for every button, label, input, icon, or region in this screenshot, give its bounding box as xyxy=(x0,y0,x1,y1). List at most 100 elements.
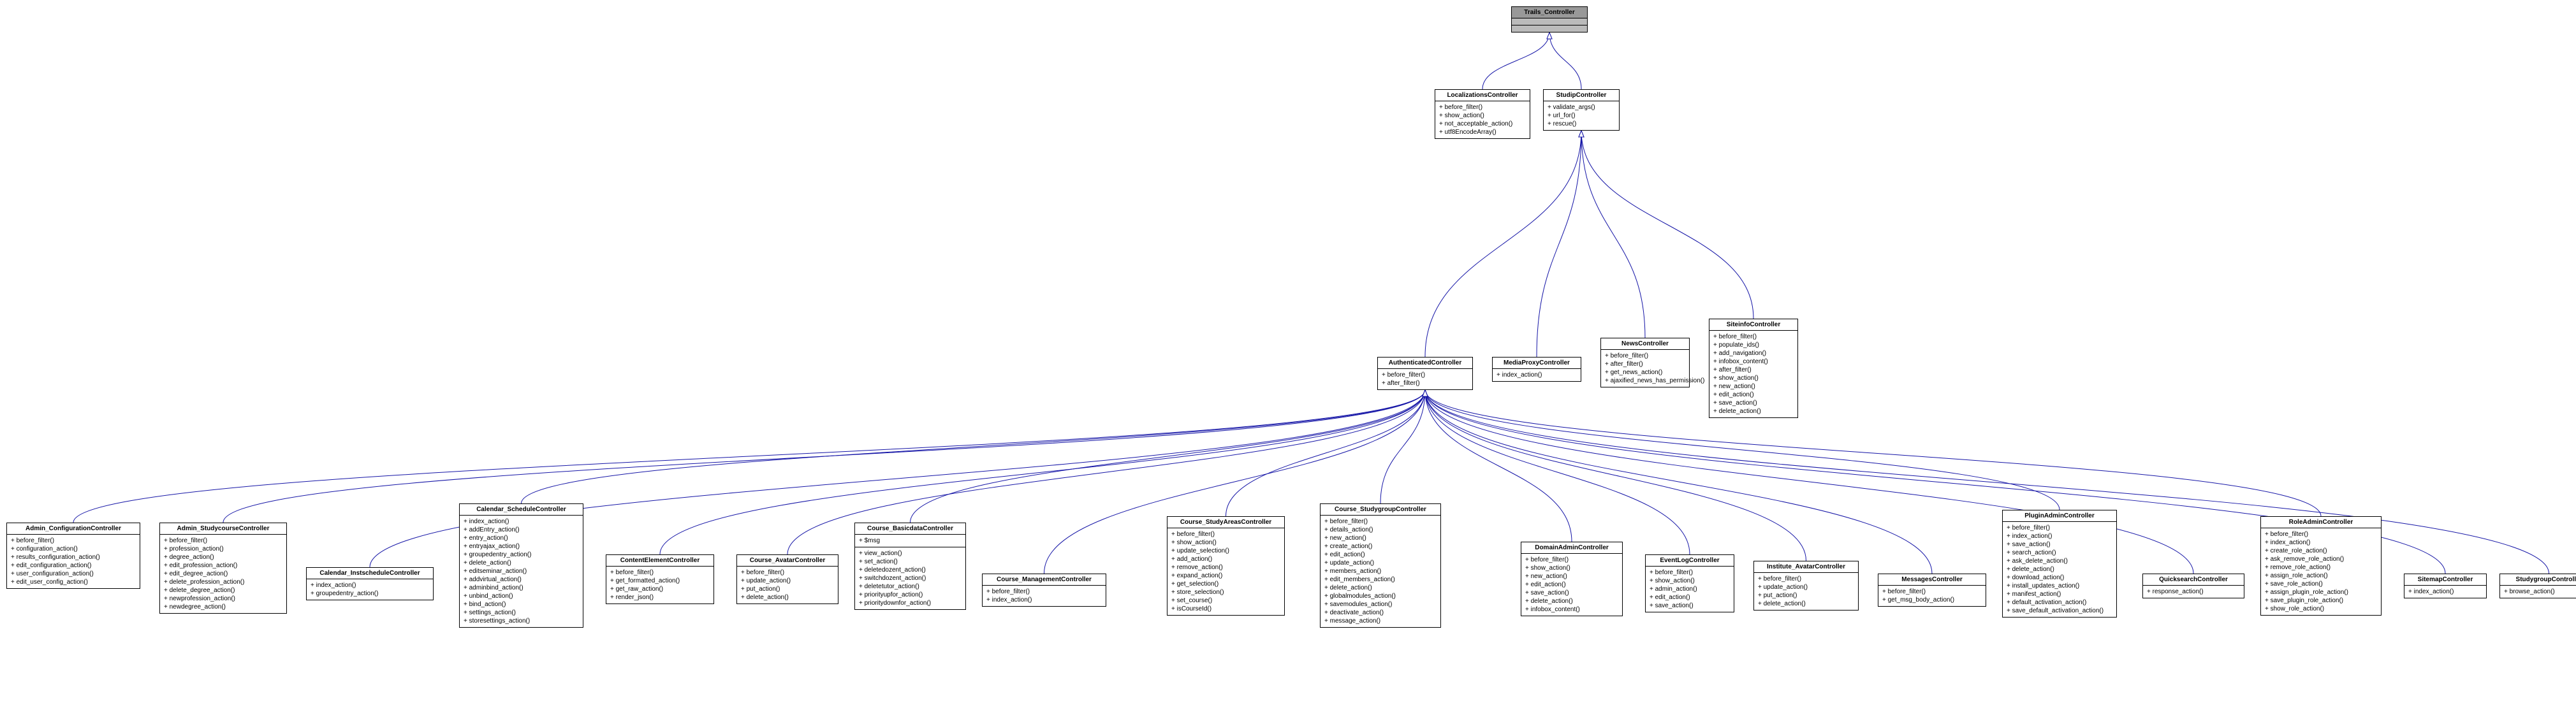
method: + show_action() xyxy=(1713,374,1794,382)
methods-section: + before_filter()+ show_action()+ not_ac… xyxy=(1435,101,1530,138)
method: + prioritydownfor_action() xyxy=(859,599,962,607)
method: + ask_delete_action() xyxy=(2007,557,2112,565)
methods-section: + before_filter()+ get_msg_body_action() xyxy=(1878,586,1986,606)
attrs-section: + $msg xyxy=(855,535,965,547)
method: + new_action() xyxy=(1713,382,1794,391)
methods-section: + before_filter()+ after_filter() xyxy=(1378,369,1472,389)
method: + save_role_action() xyxy=(2265,580,2377,588)
method: + after_filter() xyxy=(1382,379,1468,387)
method: + groupedentry_action() xyxy=(464,551,579,559)
method: + edit_action() xyxy=(1324,551,1437,559)
class-title: RoleAdminController xyxy=(2261,517,2381,528)
method: + message_action() xyxy=(1324,617,1437,625)
method: + remove_role_action() xyxy=(2265,563,2377,572)
method: + show_action() xyxy=(1525,564,1618,572)
method: + save_action() xyxy=(1713,399,1794,407)
class-title: Course_AvatarController xyxy=(737,555,838,567)
inheritance-edge xyxy=(1425,390,1690,554)
uml-class-calsched: Calendar_ScheduleController+ index_actio… xyxy=(459,503,583,628)
method: + add_navigation() xyxy=(1713,349,1794,358)
method: + delete_action() xyxy=(1758,600,1854,608)
method: + put_action() xyxy=(1758,591,1854,600)
method: + before_filter() xyxy=(1324,517,1437,526)
method: + create_role_action() xyxy=(2265,547,2377,555)
method: + utf8EncodeArray() xyxy=(1439,128,1526,136)
method: + expand_action() xyxy=(1171,572,1280,580)
method: + entryajax_action() xyxy=(464,542,579,551)
inheritance-edge xyxy=(73,390,1425,523)
method: + addvirtual_action() xyxy=(464,575,579,584)
method: + before_filter() xyxy=(1605,352,1685,360)
method: + newprofession_action() xyxy=(164,595,282,603)
method: + isCourseId() xyxy=(1171,605,1280,613)
method: + show_action() xyxy=(1439,112,1526,120)
method: + before_filter() xyxy=(2265,530,2377,538)
method: + bind_action() xyxy=(464,600,579,609)
inheritance-edge xyxy=(1425,390,2321,516)
method: + save_action() xyxy=(2007,540,2112,549)
method: + groupedentry_action() xyxy=(311,589,429,598)
uml-class-calinst: Calendar_InstscheduleController + index_a… xyxy=(306,567,434,600)
method: + deactivate_action() xyxy=(1324,609,1437,617)
attr: + $msg xyxy=(859,537,962,545)
methods-section: + before_filter()+ update_action()+ put_… xyxy=(1754,573,1858,610)
inheritance-edge xyxy=(522,390,1426,503)
methods-section: + view_action()+ set_action()+ deletedoz… xyxy=(855,547,965,609)
method: + user_configuration_action() xyxy=(11,570,136,578)
uml-class-management: Course_ManagementController+ before_filt… xyxy=(982,574,1106,607)
methods-section: + before_filter()+ index_action()+ save_… xyxy=(2003,522,2116,617)
method: + before_filter() xyxy=(1439,103,1526,112)
uml-class-studygroup: Course_StudygroupController+ before_filt… xyxy=(1320,503,1441,628)
method: + before_filter() xyxy=(1525,556,1618,564)
method: + index_action() xyxy=(311,581,429,589)
method: + before_filter() xyxy=(2007,524,2112,532)
uml-class-quicksearch: QuicksearchController+ response_action() xyxy=(2142,574,2244,598)
method: + ask_remove_role_action() xyxy=(2265,555,2377,563)
method: + members_action() xyxy=(1324,567,1437,575)
method: + before_filter() xyxy=(1758,575,1854,583)
method: + infobox_content() xyxy=(1713,358,1794,366)
method: + save_action() xyxy=(1650,602,1730,610)
method: + details_action() xyxy=(1324,526,1437,534)
method: + get_news_action() xyxy=(1605,368,1685,377)
method: + deletetutor_action() xyxy=(859,582,962,591)
method: + get_selection() xyxy=(1171,580,1280,588)
class-title: ContentElementController xyxy=(606,555,714,567)
methods-section: + index_action() xyxy=(1493,369,1581,381)
uml-class-studyareas: Course_StudyAreasController+ before_filt… xyxy=(1167,516,1285,616)
methods-section: + before_filter()+ profession_action()+ … xyxy=(160,535,286,613)
method: + remove_action() xyxy=(1171,563,1280,572)
methods-section: + response_action() xyxy=(2143,586,2244,598)
class-title: Calendar_ScheduleController xyxy=(460,504,583,516)
class-title: NewsController xyxy=(1601,338,1689,350)
method: + priorityupfor_action() xyxy=(859,591,962,599)
method: + index_action() xyxy=(2408,588,2482,596)
method: + savemodules_action() xyxy=(1324,600,1437,609)
inheritance-edge xyxy=(1549,33,1581,89)
method: + edit_configuration_action() xyxy=(11,561,136,570)
methods-section: + before_filter()+ details_action()+ new… xyxy=(1321,516,1440,627)
method: + view_action() xyxy=(859,549,962,558)
methods-section: + before_filter()+ show_action()+ update… xyxy=(1167,528,1284,615)
uml-class-news: NewsController+ before_filter()+ after_f… xyxy=(1600,338,1690,387)
method: + install_updates_action() xyxy=(2007,582,2112,590)
method: + store_selection() xyxy=(1171,588,1280,596)
method: + get_raw_action() xyxy=(610,585,710,593)
inheritance-edge xyxy=(1581,131,1645,338)
class-title: LocalizationsController xyxy=(1435,90,1530,101)
method: + index_action() xyxy=(2265,538,2377,547)
method: + delete_action() xyxy=(1525,597,1618,605)
method: + assign_role_action() xyxy=(2265,572,2377,580)
inheritance-edge xyxy=(1425,131,1581,357)
uml-class-mediaproxy: MediaProxyController+ index_action() xyxy=(1492,357,1581,382)
method: + put_action() xyxy=(741,585,834,593)
method: + before_filter() xyxy=(1382,371,1468,379)
method: + before_filter() xyxy=(1713,333,1794,341)
uml-class-avatar: Course_AvatarController+ before_filter()… xyxy=(736,554,838,604)
class-title: Calendar_InstscheduleController xyxy=(307,568,433,579)
class-title: Course_ManagementController xyxy=(983,574,1106,586)
method: + show_action() xyxy=(1171,538,1280,547)
method: + new_action() xyxy=(1324,534,1437,542)
class-title: MediaProxyController xyxy=(1493,358,1581,369)
method: + editseminar_action() xyxy=(464,567,579,575)
